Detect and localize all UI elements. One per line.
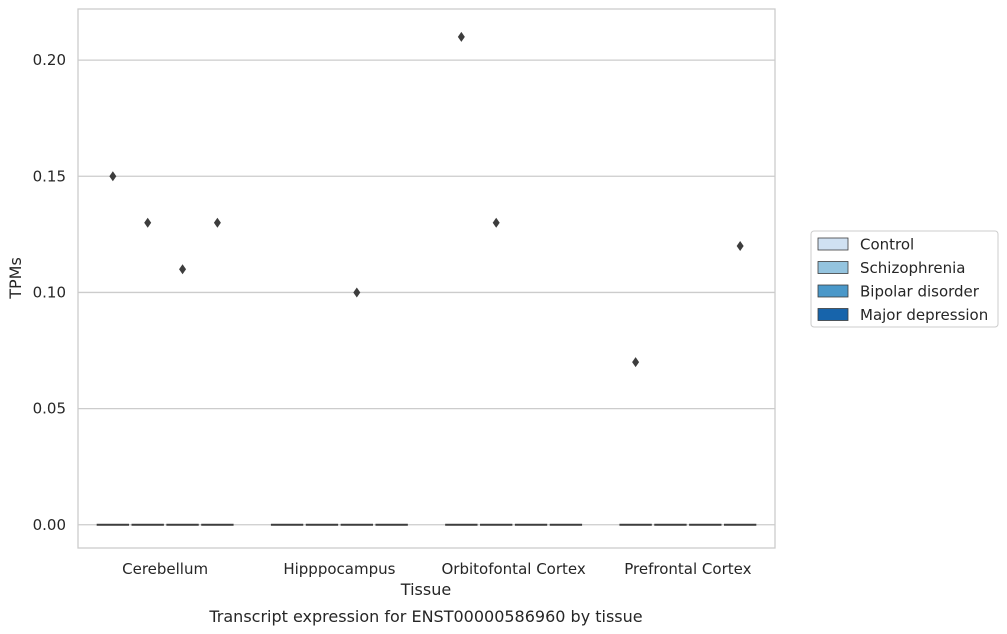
legend-swatch bbox=[817, 237, 849, 251]
chart-caption: Transcript expression for ENST0000058696… bbox=[208, 607, 642, 626]
x-tick-label: Hipppocampus bbox=[283, 560, 395, 578]
legend-label: Schizophrenia bbox=[860, 259, 965, 277]
outlier-point bbox=[736, 240, 744, 251]
outlier-point bbox=[179, 264, 187, 275]
y-tick-label: 0.20 bbox=[33, 51, 66, 69]
outlier-point bbox=[492, 217, 500, 228]
x-tick-label: Prefrontal Cortex bbox=[624, 560, 751, 578]
x-axis-label: Tissue bbox=[400, 580, 451, 599]
outlier-point bbox=[144, 217, 152, 228]
y-tick-labels: 0.00 0.05 0.10 0.15 0.20 bbox=[33, 51, 66, 534]
outlier-point bbox=[457, 31, 465, 42]
y-tick-label: 0.05 bbox=[33, 400, 66, 418]
legend-label: Bipolar disorder bbox=[860, 283, 980, 301]
legend-frame bbox=[810, 230, 999, 328]
plot-background bbox=[78, 9, 775, 548]
x-tick-label: Cerebellum bbox=[122, 560, 208, 578]
outlier-point bbox=[109, 171, 117, 182]
boxes bbox=[96, 523, 757, 526]
outlier-point bbox=[353, 287, 361, 298]
y-axis-label: TPMs bbox=[6, 257, 25, 300]
plot-frame bbox=[77, 8, 776, 549]
legend-swatch bbox=[817, 284, 849, 298]
outlier-point bbox=[213, 217, 221, 228]
outliers bbox=[109, 31, 744, 368]
y-tick-label: 0.00 bbox=[33, 516, 66, 534]
legend-label: Major depression bbox=[860, 306, 988, 324]
y-tick-label: 0.15 bbox=[33, 167, 66, 185]
outlier-point bbox=[632, 357, 640, 368]
legend-label: Control bbox=[860, 236, 914, 254]
x-tick-label: Orbitofontal Cortex bbox=[442, 560, 586, 578]
x-tick-labels: Cerebellum Hipppocampus Orbitofontal Corte… bbox=[122, 560, 751, 578]
y-tick-label: 0.10 bbox=[33, 283, 66, 301]
legend-swatch bbox=[817, 308, 849, 321]
legend: Control Schizophrenia Bipolar disorder Majo… bbox=[810, 230, 999, 328]
legend-swatch bbox=[817, 261, 849, 274]
